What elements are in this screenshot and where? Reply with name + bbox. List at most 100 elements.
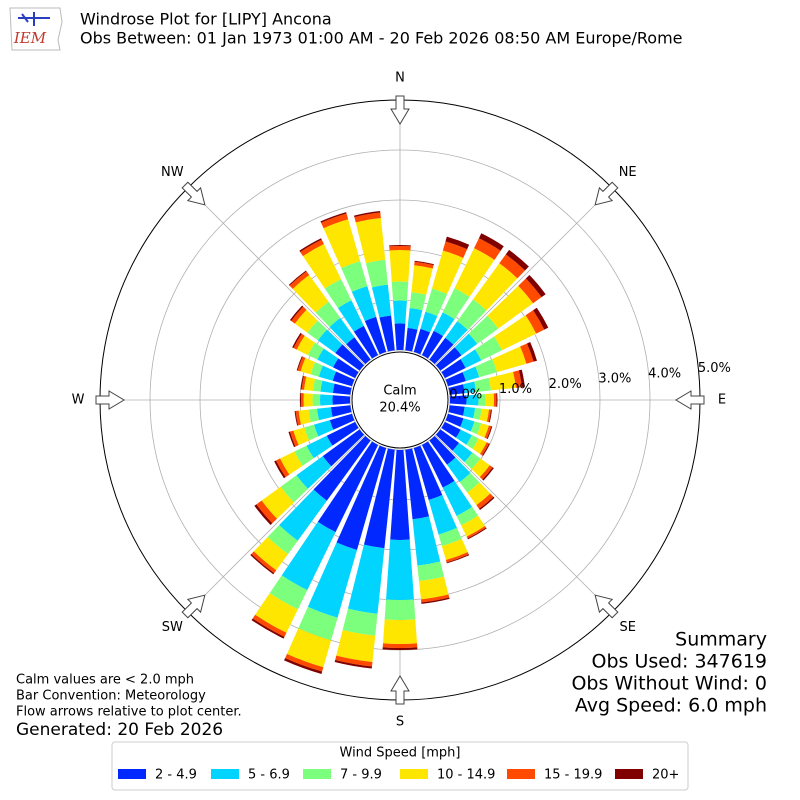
wind-bar-segment — [496, 393, 498, 407]
wind-bar-segment — [346, 337, 371, 365]
radial-grid-line — [435, 187, 613, 365]
wind-bar-segment — [407, 308, 423, 330]
wind-bar-segment — [274, 460, 286, 479]
wind-bar-segment — [298, 409, 311, 425]
radial-grid-line — [187, 187, 365, 365]
wind-bar-segment — [315, 301, 341, 327]
wind-bar-segment — [420, 311, 438, 333]
wind-bar-segment — [467, 482, 491, 506]
wind-bar-segment — [463, 406, 476, 419]
legend-swatch — [507, 769, 535, 779]
wind-bar-segment — [300, 239, 324, 257]
wind-bar-segment — [417, 561, 445, 582]
legend-swatch — [615, 769, 643, 779]
wind-bar-segment — [275, 458, 290, 478]
wind-bar-segment — [317, 348, 339, 368]
note: Bar Convention: Meteorology — [16, 689, 206, 704]
legend-label: 2 - 4.9 — [155, 768, 197, 783]
wind-bar-segment — [442, 241, 468, 258]
wind-bar-segment — [414, 261, 434, 269]
wind-bar-segment — [470, 421, 482, 435]
wind-bar-segment — [250, 553, 275, 575]
logo-icon — [18, 12, 50, 26]
flow-arrow-shape — [675, 390, 705, 410]
wind-bar-segment — [289, 271, 310, 289]
wind-bar-segment — [445, 552, 469, 563]
flow-arrow — [594, 181, 619, 206]
wind-bar-segment — [299, 238, 322, 253]
flow-arrow-shape — [594, 181, 619, 206]
wind-bar-segment — [364, 316, 387, 355]
wind-bar-segment — [254, 504, 273, 526]
wind-bar-segment — [414, 260, 434, 266]
wind-bar-segment — [313, 435, 371, 501]
wind-bar-segment — [332, 395, 351, 405]
wind-bar-segment — [333, 358, 359, 379]
wind-bar-segment — [466, 526, 487, 539]
wind-bar-segment — [335, 655, 373, 667]
wind-bar-segment — [317, 441, 379, 533]
wind-bar-segment — [479, 496, 495, 511]
calm-title: Calm — [383, 384, 416, 399]
wind-bar-segment — [428, 495, 457, 535]
wind-bar-segment — [446, 554, 470, 564]
wind-bar-segment — [448, 405, 465, 416]
summary: Avg Speed: 6.0 mph — [575, 695, 767, 717]
wind-bar-segment — [317, 329, 343, 353]
wind-bar-segment — [457, 299, 487, 330]
wind-bar-segment — [390, 449, 410, 541]
summary: Obs Without Wind: 0 — [571, 673, 767, 695]
wind-bar-segment — [354, 212, 381, 223]
legend-label: 15 - 19.9 — [544, 768, 602, 783]
wind-bar-segment — [252, 614, 287, 637]
calm-circle — [351, 351, 449, 449]
legend-label: 7 - 9.9 — [340, 768, 382, 783]
wind-bar-segment — [473, 407, 482, 420]
compass-label: SW — [162, 620, 183, 635]
wind-bar-segment — [441, 538, 468, 561]
wind-bar-segment — [389, 249, 411, 282]
legend-frame — [111, 741, 689, 791]
wind-bar-segment — [448, 384, 465, 395]
legend-swatch — [118, 769, 146, 779]
wind-bar-segment — [488, 371, 516, 391]
flow-arrow-shape — [95, 390, 125, 410]
wind-bar-segment — [445, 413, 464, 427]
wind-bar-segment — [455, 429, 472, 445]
wind-bar-segment — [441, 421, 461, 438]
wind-bar-segment — [518, 278, 542, 304]
wind-bar-segment — [310, 362, 323, 377]
wind-bar-segment — [460, 418, 475, 432]
wind-bar-segment — [435, 429, 460, 451]
wind-bar-segment — [445, 321, 468, 345]
wind-bar-segment — [269, 575, 308, 610]
wind-bar-segment — [477, 423, 489, 438]
wind-bar-segment — [386, 539, 414, 600]
wind-bar-segment — [316, 407, 333, 421]
wind-bar-segment — [302, 244, 342, 289]
wind-bar-segment — [335, 344, 365, 371]
r-tick-label: 3.0% — [598, 372, 631, 387]
wind-bar-segment — [464, 452, 481, 470]
wind-bar-segment — [475, 358, 498, 378]
wind-bar-segment — [409, 292, 427, 311]
wind-bar-segment — [421, 597, 450, 604]
flow-arrow — [594, 594, 619, 619]
wind-bar-segment — [493, 393, 497, 407]
wind-bar-segment — [454, 333, 478, 356]
wind-bar-segment — [371, 284, 392, 318]
compass-label: E — [718, 393, 726, 408]
wind-bar-segment — [296, 356, 303, 371]
wind-bar-segment — [291, 306, 307, 324]
wind-bar-segment — [467, 527, 487, 540]
wind-bar-segment — [304, 424, 319, 441]
wind-bar-segment — [284, 658, 323, 674]
wind-bar-segment — [474, 238, 501, 260]
wind-bar-segment — [482, 443, 490, 456]
wind-bar-segment — [289, 430, 299, 447]
wind-bar-segment — [294, 309, 318, 333]
wind-bar-segment — [320, 380, 335, 393]
wind-bar-segment — [487, 285, 534, 329]
wind-bar-segment — [412, 516, 441, 566]
